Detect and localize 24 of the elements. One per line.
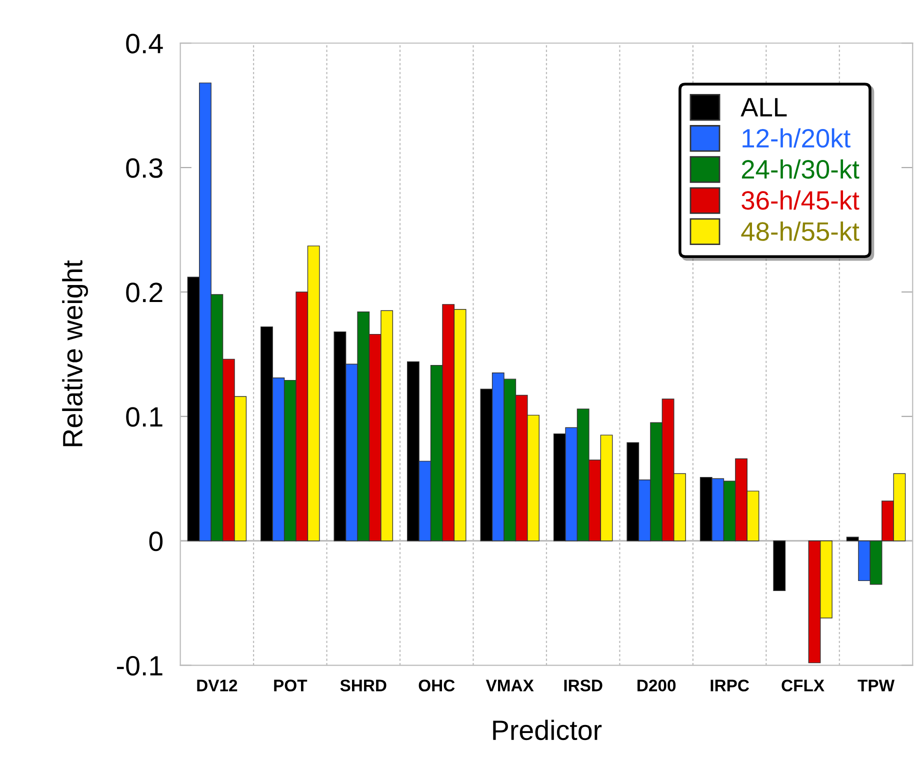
x-tick-label: IRPC bbox=[710, 680, 750, 692]
legend-label: 24-h/30-kt bbox=[742, 159, 860, 179]
x-tick-label: OHC bbox=[418, 680, 455, 692]
x-tick-label: SHRD bbox=[340, 680, 386, 692]
legend-label: 36-h/45-kt bbox=[742, 190, 860, 210]
legend-label: ALL bbox=[740, 98, 787, 116]
x-tick-label: VMAX bbox=[486, 680, 534, 692]
x-axis-title: Predictor bbox=[493, 720, 602, 740]
y-tick-label: 0.4 bbox=[126, 34, 163, 54]
x-tick-label: POT bbox=[274, 680, 308, 692]
bar bbox=[773, 540, 786, 591]
x-tick-label: DV12 bbox=[197, 680, 238, 692]
y-tick-label: 0 bbox=[149, 532, 163, 552]
x-tick-label: D200 bbox=[638, 680, 676, 692]
y-tick-label: -0.1 bbox=[117, 656, 162, 676]
y-tick-label: 0.3 bbox=[126, 158, 162, 178]
legend-label: 48-h/55-kt bbox=[741, 221, 860, 241]
legend-label: 12-h/20kt bbox=[742, 128, 850, 148]
x-tick-label: CFLX bbox=[782, 680, 824, 692]
y-tick-label: 0.2 bbox=[126, 282, 162, 302]
y-axis-title: Relative weight bbox=[62, 260, 88, 446]
y-tick-label: 0.1 bbox=[126, 407, 162, 427]
x-tick-label: TPW bbox=[858, 680, 895, 692]
x-tick-label: IRSD bbox=[564, 680, 602, 692]
